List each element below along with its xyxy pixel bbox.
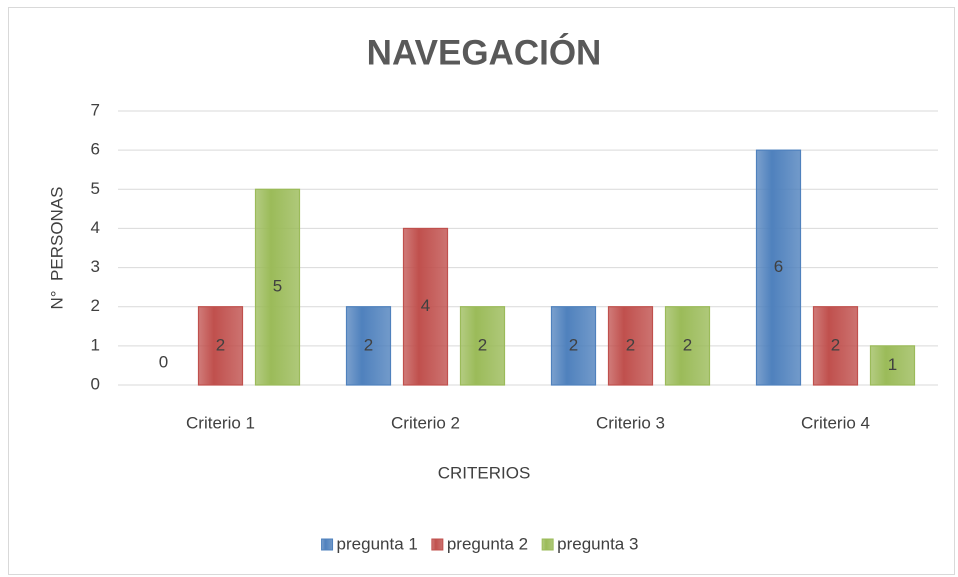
data-label: 6 (774, 257, 783, 276)
y-tick-label: 4 (91, 218, 100, 237)
legend-label: pregunta 2 (447, 534, 528, 553)
bar (607, 306, 654, 386)
y-tick-label: 0 (91, 374, 100, 393)
y-tick-label: 2 (91, 296, 100, 315)
bar (197, 306, 244, 386)
x-tick-label: Criterio 2 (391, 413, 460, 432)
bar (345, 306, 392, 386)
chart-title: NAVEGACIÓN (367, 32, 602, 72)
data-label: 2 (683, 335, 692, 354)
x-tick-label: Criterio 4 (801, 413, 870, 432)
y-tick-label: 5 (91, 179, 100, 198)
bar (869, 345, 916, 386)
x-tick-label: Criterio 1 (186, 413, 255, 432)
chart-border (8, 7, 955, 575)
data-label: 2 (569, 335, 578, 354)
bar (254, 188, 301, 386)
data-label: 2 (364, 335, 373, 354)
legend-swatch (321, 538, 334, 551)
data-label: 4 (421, 296, 430, 315)
bar (550, 306, 597, 386)
y-tick-label: 3 (91, 257, 100, 276)
y-tick-label: 1 (91, 335, 100, 354)
legend-swatch (431, 538, 444, 551)
bar (664, 306, 711, 386)
x-axis-label: CRITERIOS (438, 463, 531, 482)
data-label: 2 (216, 335, 225, 354)
data-label: 2 (626, 335, 635, 354)
legend-swatch (541, 538, 554, 551)
y-tick-label: 6 (91, 140, 100, 159)
data-label: 1 (888, 355, 897, 374)
x-tick-label: Criterio 3 (596, 413, 665, 432)
bar (755, 149, 802, 386)
y-tick-label: 7 (91, 100, 100, 119)
bar (402, 227, 449, 386)
bar (459, 306, 506, 386)
bar (812, 306, 859, 386)
data-label: 2 (831, 335, 840, 354)
legend-label: pregunta 3 (557, 534, 638, 553)
data-label: 2 (478, 335, 487, 354)
y-axis-label: N° PERSONAS (47, 187, 66, 310)
data-label: 5 (273, 277, 282, 296)
legend-label: pregunta 1 (337, 534, 418, 553)
data-label: 0 (159, 352, 168, 371)
